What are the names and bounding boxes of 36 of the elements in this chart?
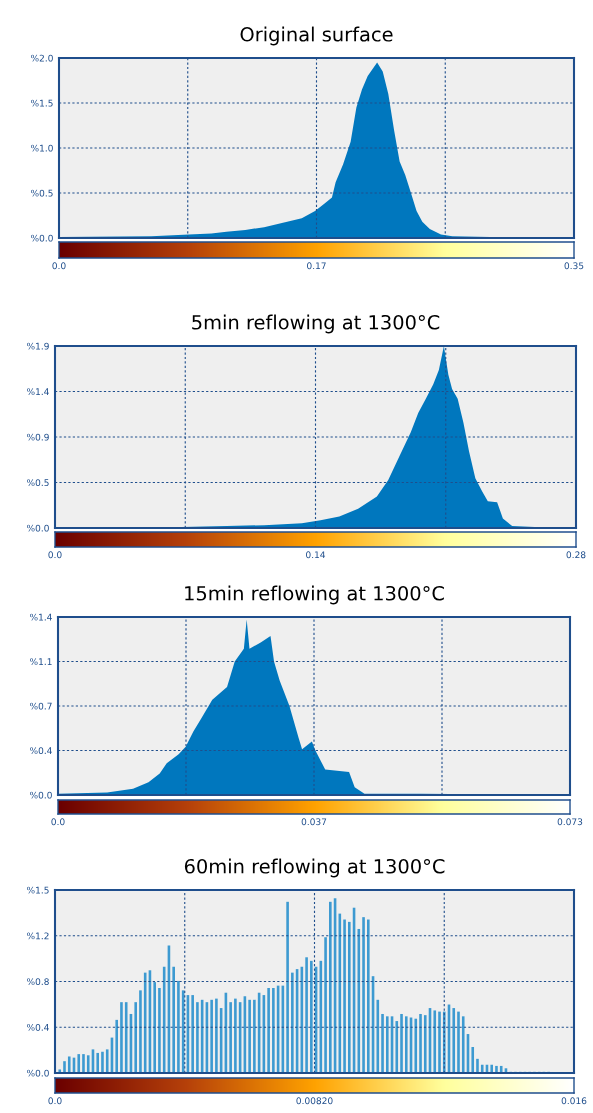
x-tick-label: 0.016	[561, 1097, 587, 1105]
chart-title: 15min reflowing at 1300°C	[185, 585, 444, 605]
x-tick-label: 0.14	[306, 551, 326, 559]
x-tick-label: 0.037	[301, 818, 327, 826]
y-tick-label: %1.5	[27, 886, 49, 894]
y-tick-label: %0.4	[30, 747, 52, 755]
y-tick-label: %0.9	[27, 433, 49, 441]
x-tick-label: 0.0	[51, 818, 65, 826]
y-tick-label: %0.0	[27, 1069, 49, 1077]
y-tick-label: %0.0	[30, 791, 52, 799]
chart-title: 5min reflowing at 1300°C	[192, 314, 440, 334]
y-tick-label: %0.5	[31, 189, 53, 197]
x-tick-label: 0.00820	[296, 1097, 333, 1105]
y-tick-label: %2.0	[31, 54, 53, 62]
y-tick-label: %1.4	[30, 613, 52, 621]
y-tick-label: %0.0	[27, 524, 49, 532]
x-tick-label: 0.28	[566, 551, 586, 559]
x-tick-label: 0.0	[52, 262, 66, 270]
y-tick-label: %0.7	[30, 702, 52, 710]
x-tick-label: 0.0	[48, 1097, 62, 1105]
x-tick-label: 0.35	[564, 262, 584, 270]
y-tick-label: %1.9	[27, 342, 49, 350]
y-tick-label: %1.4	[27, 388, 49, 396]
chart-title: 60min reflowing at 1300°C	[184, 858, 445, 878]
x-tick-label: 0.17	[307, 262, 326, 270]
y-tick-label: %1.5	[31, 99, 53, 107]
y-tick-label: %0.4	[27, 1023, 49, 1031]
x-tick-label: 0.0	[48, 551, 62, 559]
y-tick-label: %1.1	[30, 658, 52, 666]
y-tick-label: %1.0	[31, 144, 53, 152]
y-tick-label: %0.8	[27, 978, 49, 986]
y-tick-label: %0.0	[31, 234, 53, 242]
chart-title: Original surface	[240, 26, 393, 46]
x-tick-label: 0.073	[557, 818, 583, 826]
y-tick-label: %0.5	[27, 479, 49, 487]
y-tick-label: %1.2	[27, 932, 49, 940]
